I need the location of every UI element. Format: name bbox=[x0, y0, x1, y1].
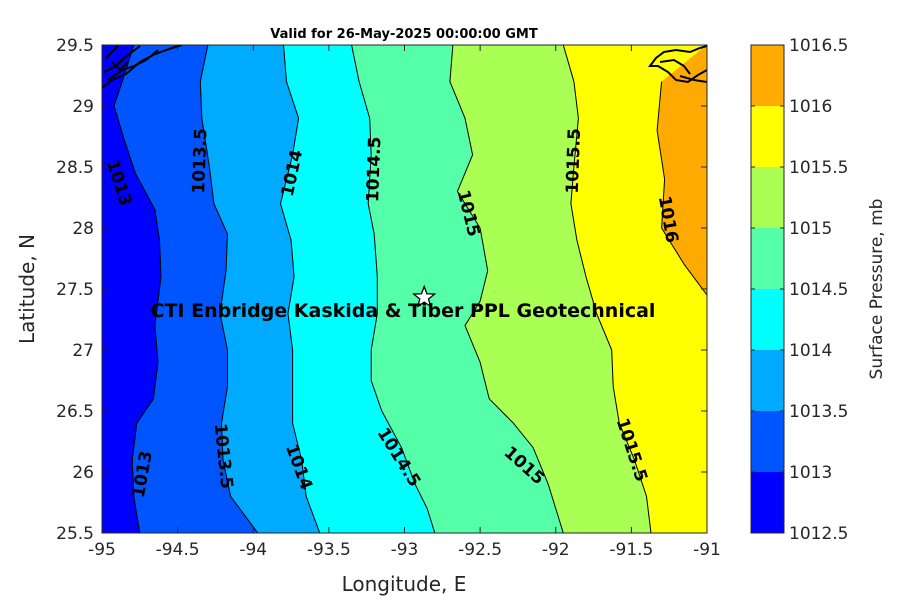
y-tick-label: 28 bbox=[72, 219, 94, 239]
colorbar-band-1012.5 bbox=[751, 472, 784, 533]
contour-line-1014 bbox=[279, 45, 321, 533]
x-tick-label: -94 bbox=[239, 540, 267, 560]
colorbar-label: Surface Pressure, mb bbox=[867, 199, 887, 380]
contour-label-10: 1015.5 bbox=[563, 128, 585, 194]
colorbar-tick-label: 1016.5 bbox=[789, 36, 848, 56]
x-tick-label: -92 bbox=[542, 540, 570, 560]
colorbar-band-1014.5 bbox=[751, 228, 784, 289]
y-tick-label: 29 bbox=[72, 97, 94, 117]
site-annotation: CTI Enbridge Kaskida & Tiber PPL Geotech… bbox=[151, 300, 656, 322]
contour-fills bbox=[102, 45, 707, 533]
contour-line-1015.5 bbox=[562, 45, 652, 533]
x-tick-label: -94.5 bbox=[156, 540, 200, 560]
colorbar-tick-label: 1015.5 bbox=[789, 158, 848, 178]
x-axis: -95 -94.5 -94 -93.5 -93 -92.5 -92 -91.5 -91 bbox=[88, 45, 721, 560]
band-fill-1016 bbox=[657, 45, 707, 296]
colorbar-band-1013 bbox=[751, 411, 784, 472]
colorbar-tick-label: 1015 bbox=[789, 219, 832, 239]
x-tick-label: -92.5 bbox=[458, 540, 502, 560]
y-axis: 29.5 29 28.5 28 27.5 27 26.5 26 25.5 bbox=[56, 36, 707, 544]
colorbar-band-1015.5 bbox=[751, 106, 784, 167]
coastline-west bbox=[102, 45, 183, 89]
coastline bbox=[102, 45, 707, 89]
contour-label-2: 1013.5 bbox=[189, 128, 211, 194]
colorbar-tick-label: 1012.5 bbox=[789, 524, 848, 544]
colorbar-band-1013.5 bbox=[751, 350, 784, 411]
x-tick-label: -91.5 bbox=[609, 540, 653, 560]
contour-line-1014.5 bbox=[351, 45, 436, 533]
colorbar-band-1015 bbox=[751, 167, 784, 228]
contour-lines bbox=[113, 45, 707, 533]
x-tick-label: -95 bbox=[88, 540, 116, 560]
contour-line-1016 bbox=[656, 81, 707, 296]
chart-title: Valid for 26-May-2025 00:00:00 GMT bbox=[270, 27, 538, 42]
y-tick-label: 26 bbox=[72, 463, 94, 483]
x-tick-label: -93.5 bbox=[307, 540, 351, 560]
site-marker bbox=[411, 284, 437, 308]
y-axis-label: Latitude, N bbox=[15, 234, 39, 344]
x-tick-label: -91 bbox=[693, 540, 721, 560]
x-tick-label: -93 bbox=[391, 540, 419, 560]
colorbar-band-1014 bbox=[751, 289, 784, 350]
y-tick-label: 29.5 bbox=[56, 36, 94, 56]
x-axis-label: Longitude, E bbox=[342, 572, 467, 596]
y-tick-label: 27 bbox=[72, 341, 94, 361]
star-marker bbox=[411, 284, 437, 308]
colorbar-tick-label: 1014.5 bbox=[789, 280, 848, 300]
y-tick-label: 27.5 bbox=[56, 280, 94, 300]
colorbar: 1016.5 1016 1015.5 1015 1014.5 1014 1013.5 1013… bbox=[750, 36, 848, 544]
contour-line-1013 bbox=[113, 45, 162, 533]
colorbar-tick-label: 1013.5 bbox=[789, 402, 848, 422]
colorbar-tick-label: 1016 bbox=[789, 97, 832, 117]
y-tick-label: 28.5 bbox=[56, 158, 94, 178]
colorbar-tick-label: 1014 bbox=[789, 341, 832, 361]
contour-line-1013.5 bbox=[199, 45, 259, 533]
colorbar-band-1016 bbox=[751, 45, 784, 106]
coastline-east bbox=[648, 45, 707, 84]
colorbar-tick-label: 1013 bbox=[789, 463, 832, 483]
plot-area: 101310131013.51013.5101410141014.51014.5… bbox=[102, 45, 707, 533]
contour-line-1015 bbox=[449, 45, 564, 533]
contour-label-6: 1014.5 bbox=[363, 136, 385, 202]
y-tick-label: 25.5 bbox=[56, 524, 94, 544]
y-tick-label: 26.5 bbox=[56, 402, 94, 422]
